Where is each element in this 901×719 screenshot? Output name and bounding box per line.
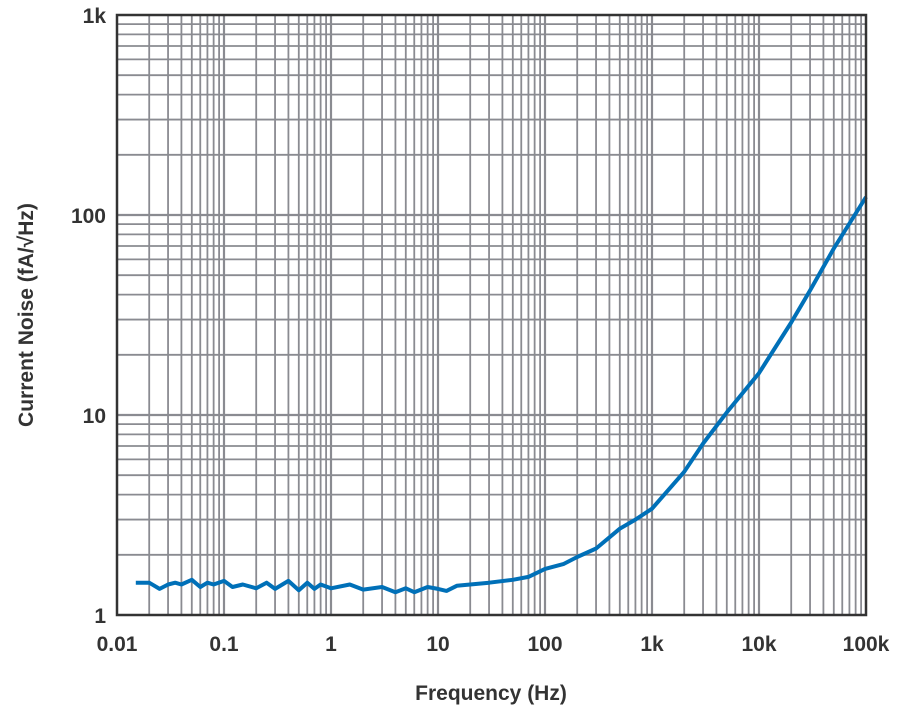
y-tick-label: 10 <box>83 405 106 428</box>
y-tick-label: 1 <box>94 605 106 628</box>
x-tick-labels: 0.01 0.1 1 10 100 1k 10k 100k <box>97 633 890 656</box>
current-noise-series-line <box>135 195 868 595</box>
y-tick-label: 1k <box>83 5 107 28</box>
x-tick-label: 10 <box>426 633 449 656</box>
x-tick-label: 1k <box>640 633 664 656</box>
y-tick-labels: 1 10 100 1k <box>71 5 106 628</box>
grid <box>117 15 866 615</box>
plot-frame <box>115 13 868 617</box>
x-tick-label: 100k <box>843 633 890 656</box>
x-tick-label: 10k <box>741 633 776 656</box>
x-axis-label: Frequency (Hz) <box>415 682 567 705</box>
x-tick-label: 0.01 <box>97 633 138 656</box>
y-tick-label: 100 <box>71 205 106 228</box>
x-tick-label: 1 <box>325 633 337 656</box>
x-tick-label: 100 <box>527 633 562 656</box>
x-tick-label: 0.1 <box>209 633 239 656</box>
y-axis-label: Current Noise (fA/√Hz) <box>15 203 38 427</box>
